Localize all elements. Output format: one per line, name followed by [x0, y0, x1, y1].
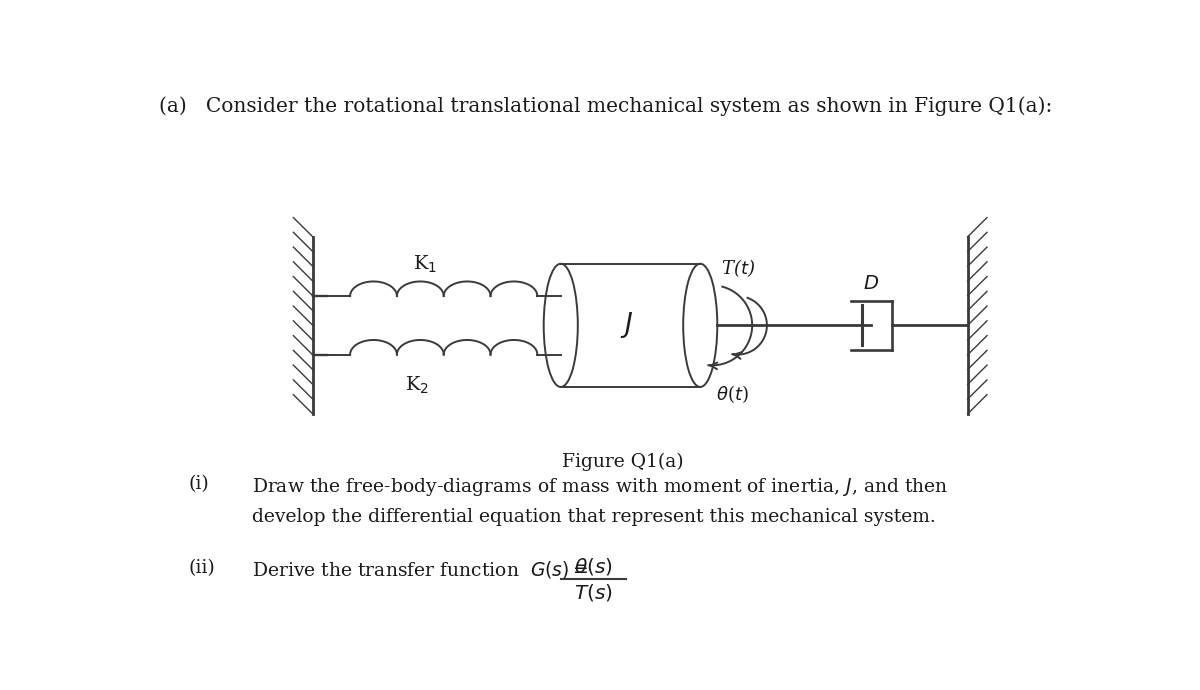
Ellipse shape	[683, 264, 718, 387]
Text: (ii): (ii)	[188, 559, 216, 577]
Text: Draw the free-body-diagrams of mass with moment of inertia, $J$, and then: Draw the free-body-diagrams of mass with…	[252, 475, 949, 497]
Text: $\theta$($t$): $\theta$($t$)	[716, 383, 749, 405]
Text: T($t$): T($t$)	[721, 257, 756, 279]
Text: K$_1$: K$_1$	[413, 253, 437, 275]
Text: develop the differential equation that represent this mechanical system.: develop the differential equation that r…	[252, 508, 936, 526]
Ellipse shape	[544, 264, 578, 387]
Text: (i): (i)	[188, 475, 210, 493]
Text: (a)   Consider the rotational translational mechanical system as shown in Figure: (a) Consider the rotational translationa…	[160, 97, 1052, 117]
Text: $J$: $J$	[620, 310, 634, 340]
Text: $T(s)$: $T(s)$	[574, 582, 613, 603]
Text: $D$: $D$	[864, 275, 880, 293]
Bar	[560, 264, 701, 387]
Text: Figure Q1(a): Figure Q1(a)	[562, 453, 684, 471]
Text: K$_2$: K$_2$	[406, 375, 430, 396]
Text: Derive the transfer function  $G(s) =$: Derive the transfer function $G(s) =$	[252, 559, 589, 580]
Text: $\theta(s)$: $\theta(s)$	[574, 556, 613, 578]
